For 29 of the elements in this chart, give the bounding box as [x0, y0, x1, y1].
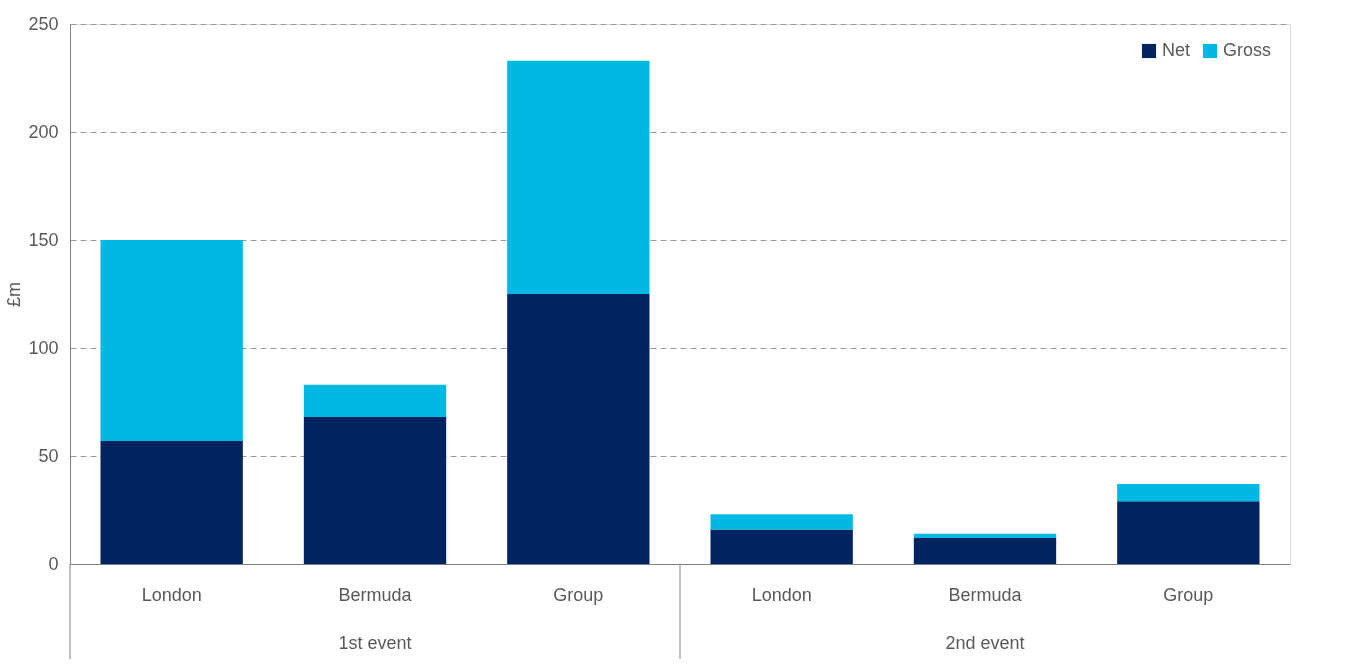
x-tick-label: London — [141, 584, 202, 605]
bar — [507, 60, 650, 294]
bar — [303, 417, 447, 564]
x-tick-label: Bermuda — [338, 584, 413, 605]
y-tick-label: 200 — [28, 121, 59, 142]
bar — [1117, 484, 1260, 502]
x-tick-label: London — [751, 584, 812, 605]
bar — [710, 529, 853, 564]
text: 2nd event — [945, 633, 1025, 653]
legend-label: Net — [1162, 40, 1191, 60]
bar — [913, 538, 1057, 564]
y-tick-label: 150 — [28, 229, 59, 250]
x-tick-label: Group — [553, 584, 604, 605]
bar — [913, 533, 1057, 539]
x-tick-label: Bermuda — [948, 584, 1023, 605]
bar — [507, 294, 650, 564]
text: 1st event — [338, 633, 412, 653]
bar — [1117, 501, 1260, 564]
y-tick-label: 250 — [28, 13, 59, 34]
bar — [100, 440, 243, 564]
legend-label: Gross — [1223, 40, 1272, 60]
y-tick-label: 50 — [38, 445, 59, 466]
bar — [710, 514, 853, 530]
bar — [100, 240, 243, 441]
bar — [303, 384, 447, 418]
y-tick-label: 0 — [48, 553, 59, 574]
y-tick-label: 100 — [28, 337, 59, 358]
y-axis-title: £m — [4, 281, 25, 308]
x-tick-label: Group — [1163, 584, 1214, 605]
